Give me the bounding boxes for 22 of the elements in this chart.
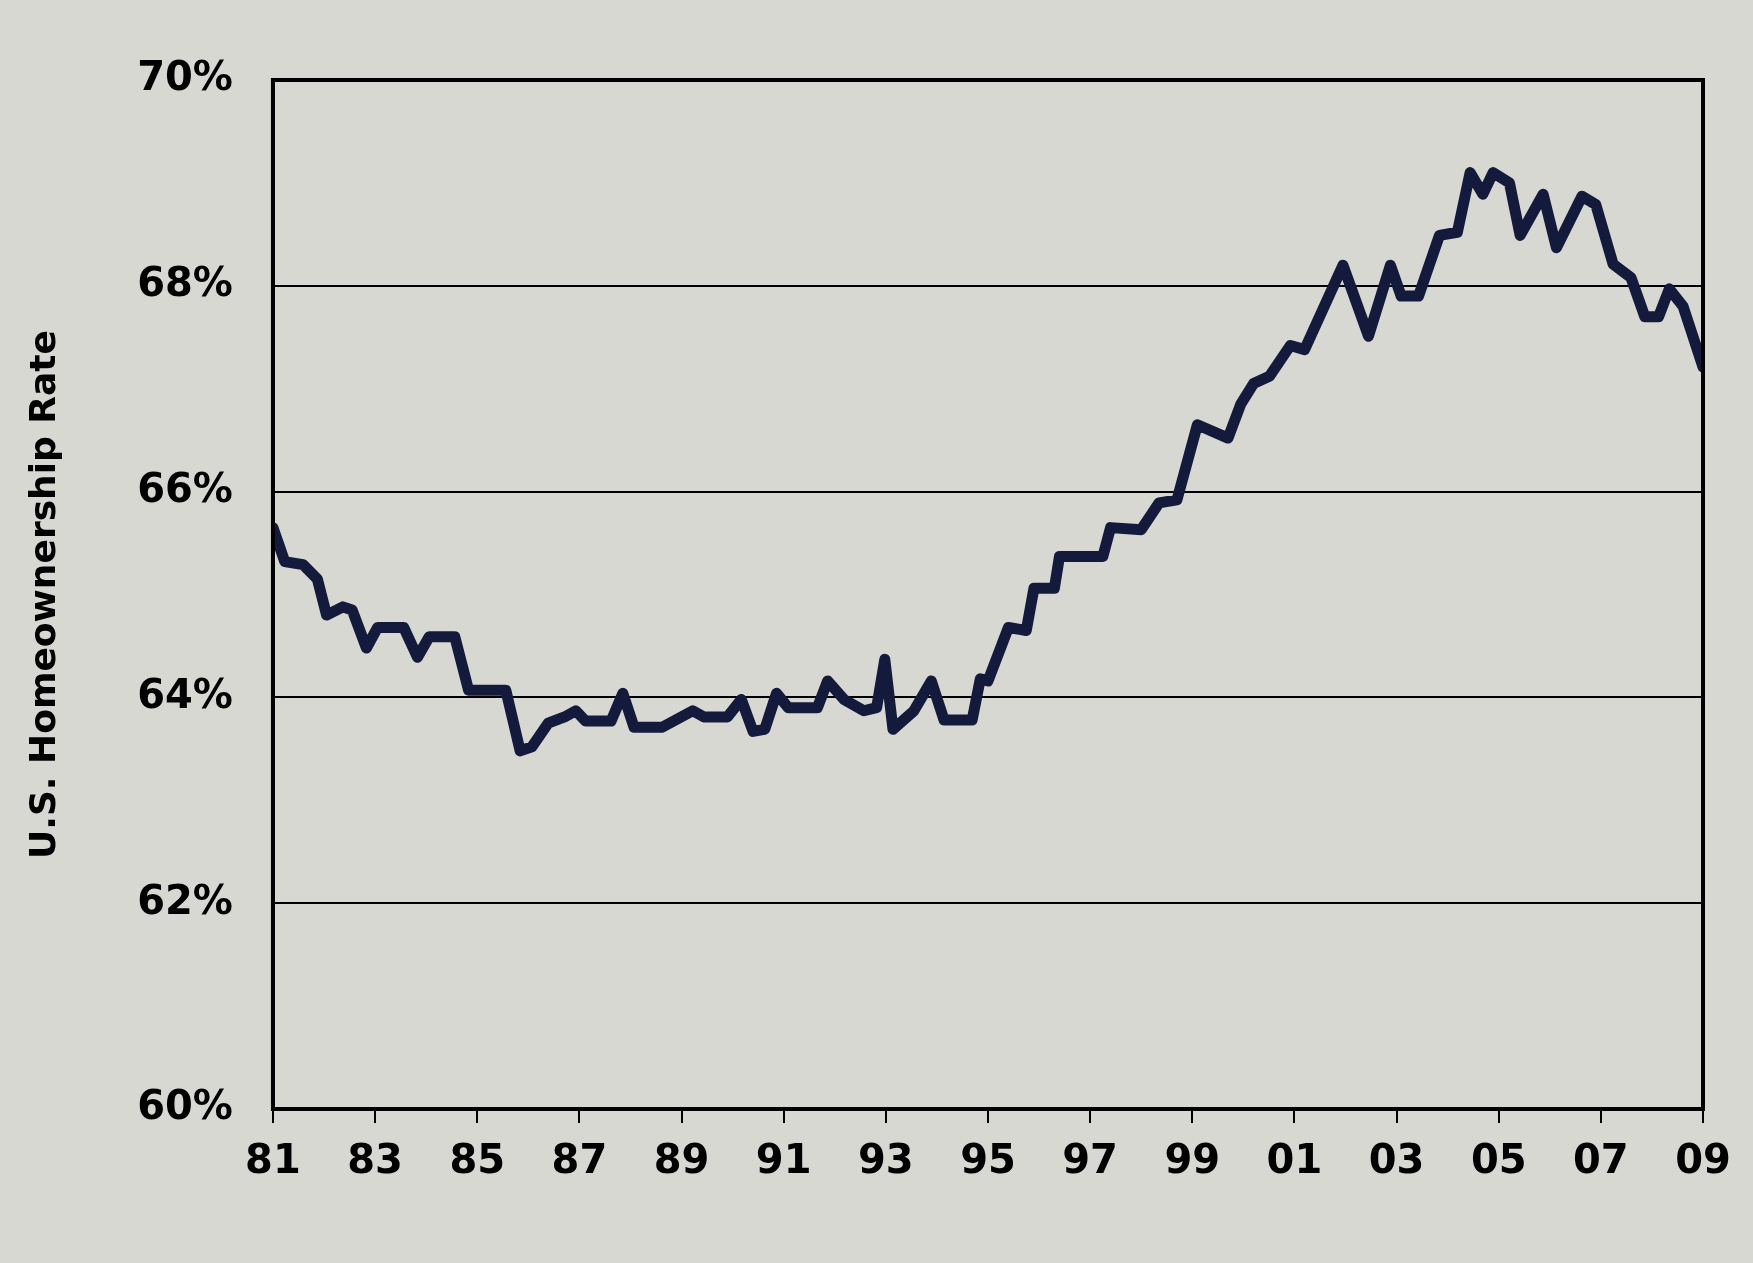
- y-tick-label: 62%: [137, 876, 233, 923]
- x-tick-label: 03: [1368, 1136, 1425, 1183]
- x-tick-label: 97: [1062, 1136, 1118, 1183]
- y-tick-label: 64%: [137, 670, 233, 717]
- x-tick-label: 95: [960, 1136, 1016, 1183]
- x-tick-label: 99: [1164, 1136, 1221, 1183]
- x-tick-label: 89: [653, 1136, 710, 1183]
- x-tick-label: 07: [1573, 1136, 1629, 1183]
- x-tick-label: 87: [551, 1136, 608, 1183]
- x-tick-label: 81: [245, 1136, 301, 1183]
- y-axis-title: U.S. Homeownership Rate: [21, 330, 63, 859]
- x-tick-label: 05: [1470, 1136, 1527, 1183]
- x-tick-label: 83: [347, 1136, 403, 1183]
- x-tick-label: 85: [449, 1136, 506, 1183]
- y-tick-label: 70%: [137, 53, 233, 100]
- x-tick-label: 93: [857, 1136, 914, 1183]
- x-tick-label: 09: [1675, 1136, 1731, 1183]
- x-tick-label: 01: [1266, 1136, 1323, 1183]
- y-tick-label: 60%: [137, 1082, 233, 1129]
- x-tick-label: 91: [755, 1136, 812, 1183]
- y-tick-label: 68%: [137, 259, 233, 306]
- y-tick-label: 66%: [137, 464, 233, 511]
